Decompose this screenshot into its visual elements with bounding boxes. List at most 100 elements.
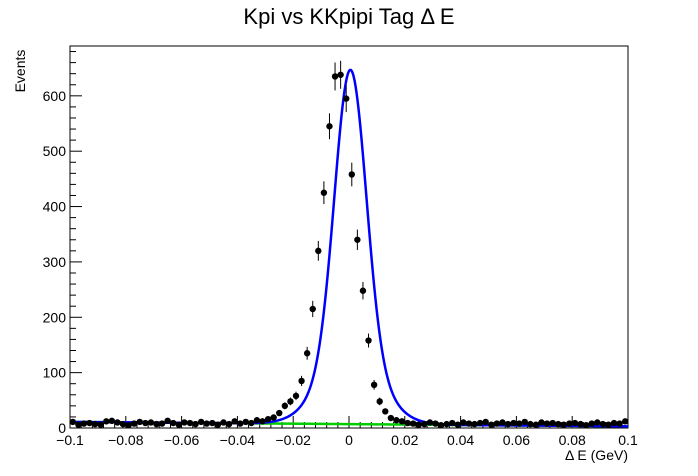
- data-point: [186, 419, 194, 427]
- data-point: [348, 171, 355, 178]
- data-point: [443, 420, 450, 428]
- data-point: [521, 418, 528, 426]
- data-point: [515, 420, 523, 427]
- data-point: [331, 73, 339, 80]
- data-point: [303, 350, 311, 357]
- data-point: [343, 95, 350, 102]
- data-point: [616, 420, 623, 427]
- data-point: [382, 408, 389, 415]
- data-point: [476, 419, 484, 427]
- data-point: [588, 420, 595, 427]
- x-tick-label: 0.06: [503, 432, 530, 448]
- data-point: [571, 419, 579, 427]
- data-point: [471, 420, 478, 428]
- data-point: [91, 420, 99, 428]
- data-point: [504, 420, 512, 428]
- data-point: [225, 420, 233, 428]
- data-point: [281, 402, 289, 410]
- data-point: [393, 417, 400, 424]
- x-tick-label: −0.1: [56, 432, 84, 448]
- data-point: [158, 420, 166, 427]
- data-point: [253, 417, 261, 424]
- data-point: [370, 381, 378, 389]
- y-tick-label: 400: [43, 199, 67, 215]
- x-tick-label: 0.08: [559, 432, 586, 448]
- x-axis-label: Δ E (GeV): [565, 447, 628, 463]
- data-point: [97, 421, 104, 428]
- y-tick-label: 500: [43, 143, 67, 159]
- data-point: [404, 419, 411, 427]
- data-point: [192, 420, 199, 428]
- x-tick-label: 0.04: [447, 432, 474, 448]
- data-point: [387, 414, 395, 422]
- x-tick-label: −0.02: [275, 432, 311, 448]
- y-tick-label: 0: [58, 420, 66, 436]
- data-point: [566, 420, 573, 427]
- data-point: [231, 418, 238, 425]
- data-point: [130, 420, 138, 427]
- data-point: [482, 418, 489, 426]
- data-point: [236, 420, 244, 427]
- data-point: [582, 422, 590, 429]
- data-point: [337, 71, 344, 78]
- data-point: [309, 305, 316, 313]
- y-tick-label: 200: [43, 309, 67, 325]
- data-point: [75, 421, 82, 428]
- data-point: [242, 418, 249, 426]
- x-tick-label: 0.1: [618, 432, 638, 448]
- data-point: [320, 189, 328, 196]
- data-point: [432, 420, 439, 427]
- data-point: [465, 420, 473, 427]
- data-point: [594, 419, 601, 426]
- data-point: [415, 421, 422, 428]
- plot-area: −0.1 −0.08 −0.06 −0.04 −0.02 0 0.02 0.04 0.06 0.0…: [43, 45, 638, 448]
- data-point: [197, 418, 205, 426]
- data-point: [599, 420, 607, 428]
- data-point: [175, 421, 183, 428]
- data-point: [354, 236, 361, 243]
- data-point: [136, 418, 143, 426]
- data-point: [577, 420, 584, 428]
- x-tick-label: 0.02: [391, 432, 418, 448]
- data-point: [437, 422, 445, 429]
- data-point: [610, 419, 618, 427]
- data-point: [181, 419, 188, 426]
- data-point: [270, 414, 277, 421]
- y-tick-label: 300: [43, 254, 67, 270]
- data-point: [326, 123, 333, 130]
- data-point: [549, 419, 556, 427]
- data-point: [298, 377, 305, 385]
- x-tick-label: −0.06: [164, 432, 200, 448]
- data-point: [454, 421, 462, 428]
- data-point: [543, 420, 551, 427]
- data-point: [359, 287, 367, 294]
- data-point: [292, 392, 300, 400]
- data-point: [248, 419, 255, 427]
- data-point: [214, 421, 222, 428]
- data-point: [125, 422, 132, 429]
- data-point: [80, 420, 88, 427]
- data-point: [315, 247, 322, 255]
- data-point: [460, 419, 467, 426]
- x-tick-label: −0.08: [108, 432, 144, 448]
- data-point: [499, 419, 506, 426]
- data-point: [142, 419, 149, 427]
- data-point: [220, 419, 227, 426]
- y-tick-label: 600: [43, 88, 67, 104]
- data-point: [605, 421, 612, 428]
- data-point: [108, 417, 116, 425]
- data-point: [555, 420, 562, 428]
- data-point: [264, 415, 272, 423]
- data-point: [538, 419, 545, 426]
- data-point: [153, 420, 160, 428]
- data-point: [510, 419, 517, 427]
- data-point: [532, 421, 540, 428]
- data-point: [86, 419, 93, 427]
- data-point: [493, 420, 501, 427]
- data-point: [398, 418, 406, 425]
- data-point: [164, 417, 171, 425]
- data-point: [527, 420, 534, 428]
- data-point: [259, 418, 266, 425]
- data-point: [203, 420, 210, 427]
- data-point: [119, 420, 127, 428]
